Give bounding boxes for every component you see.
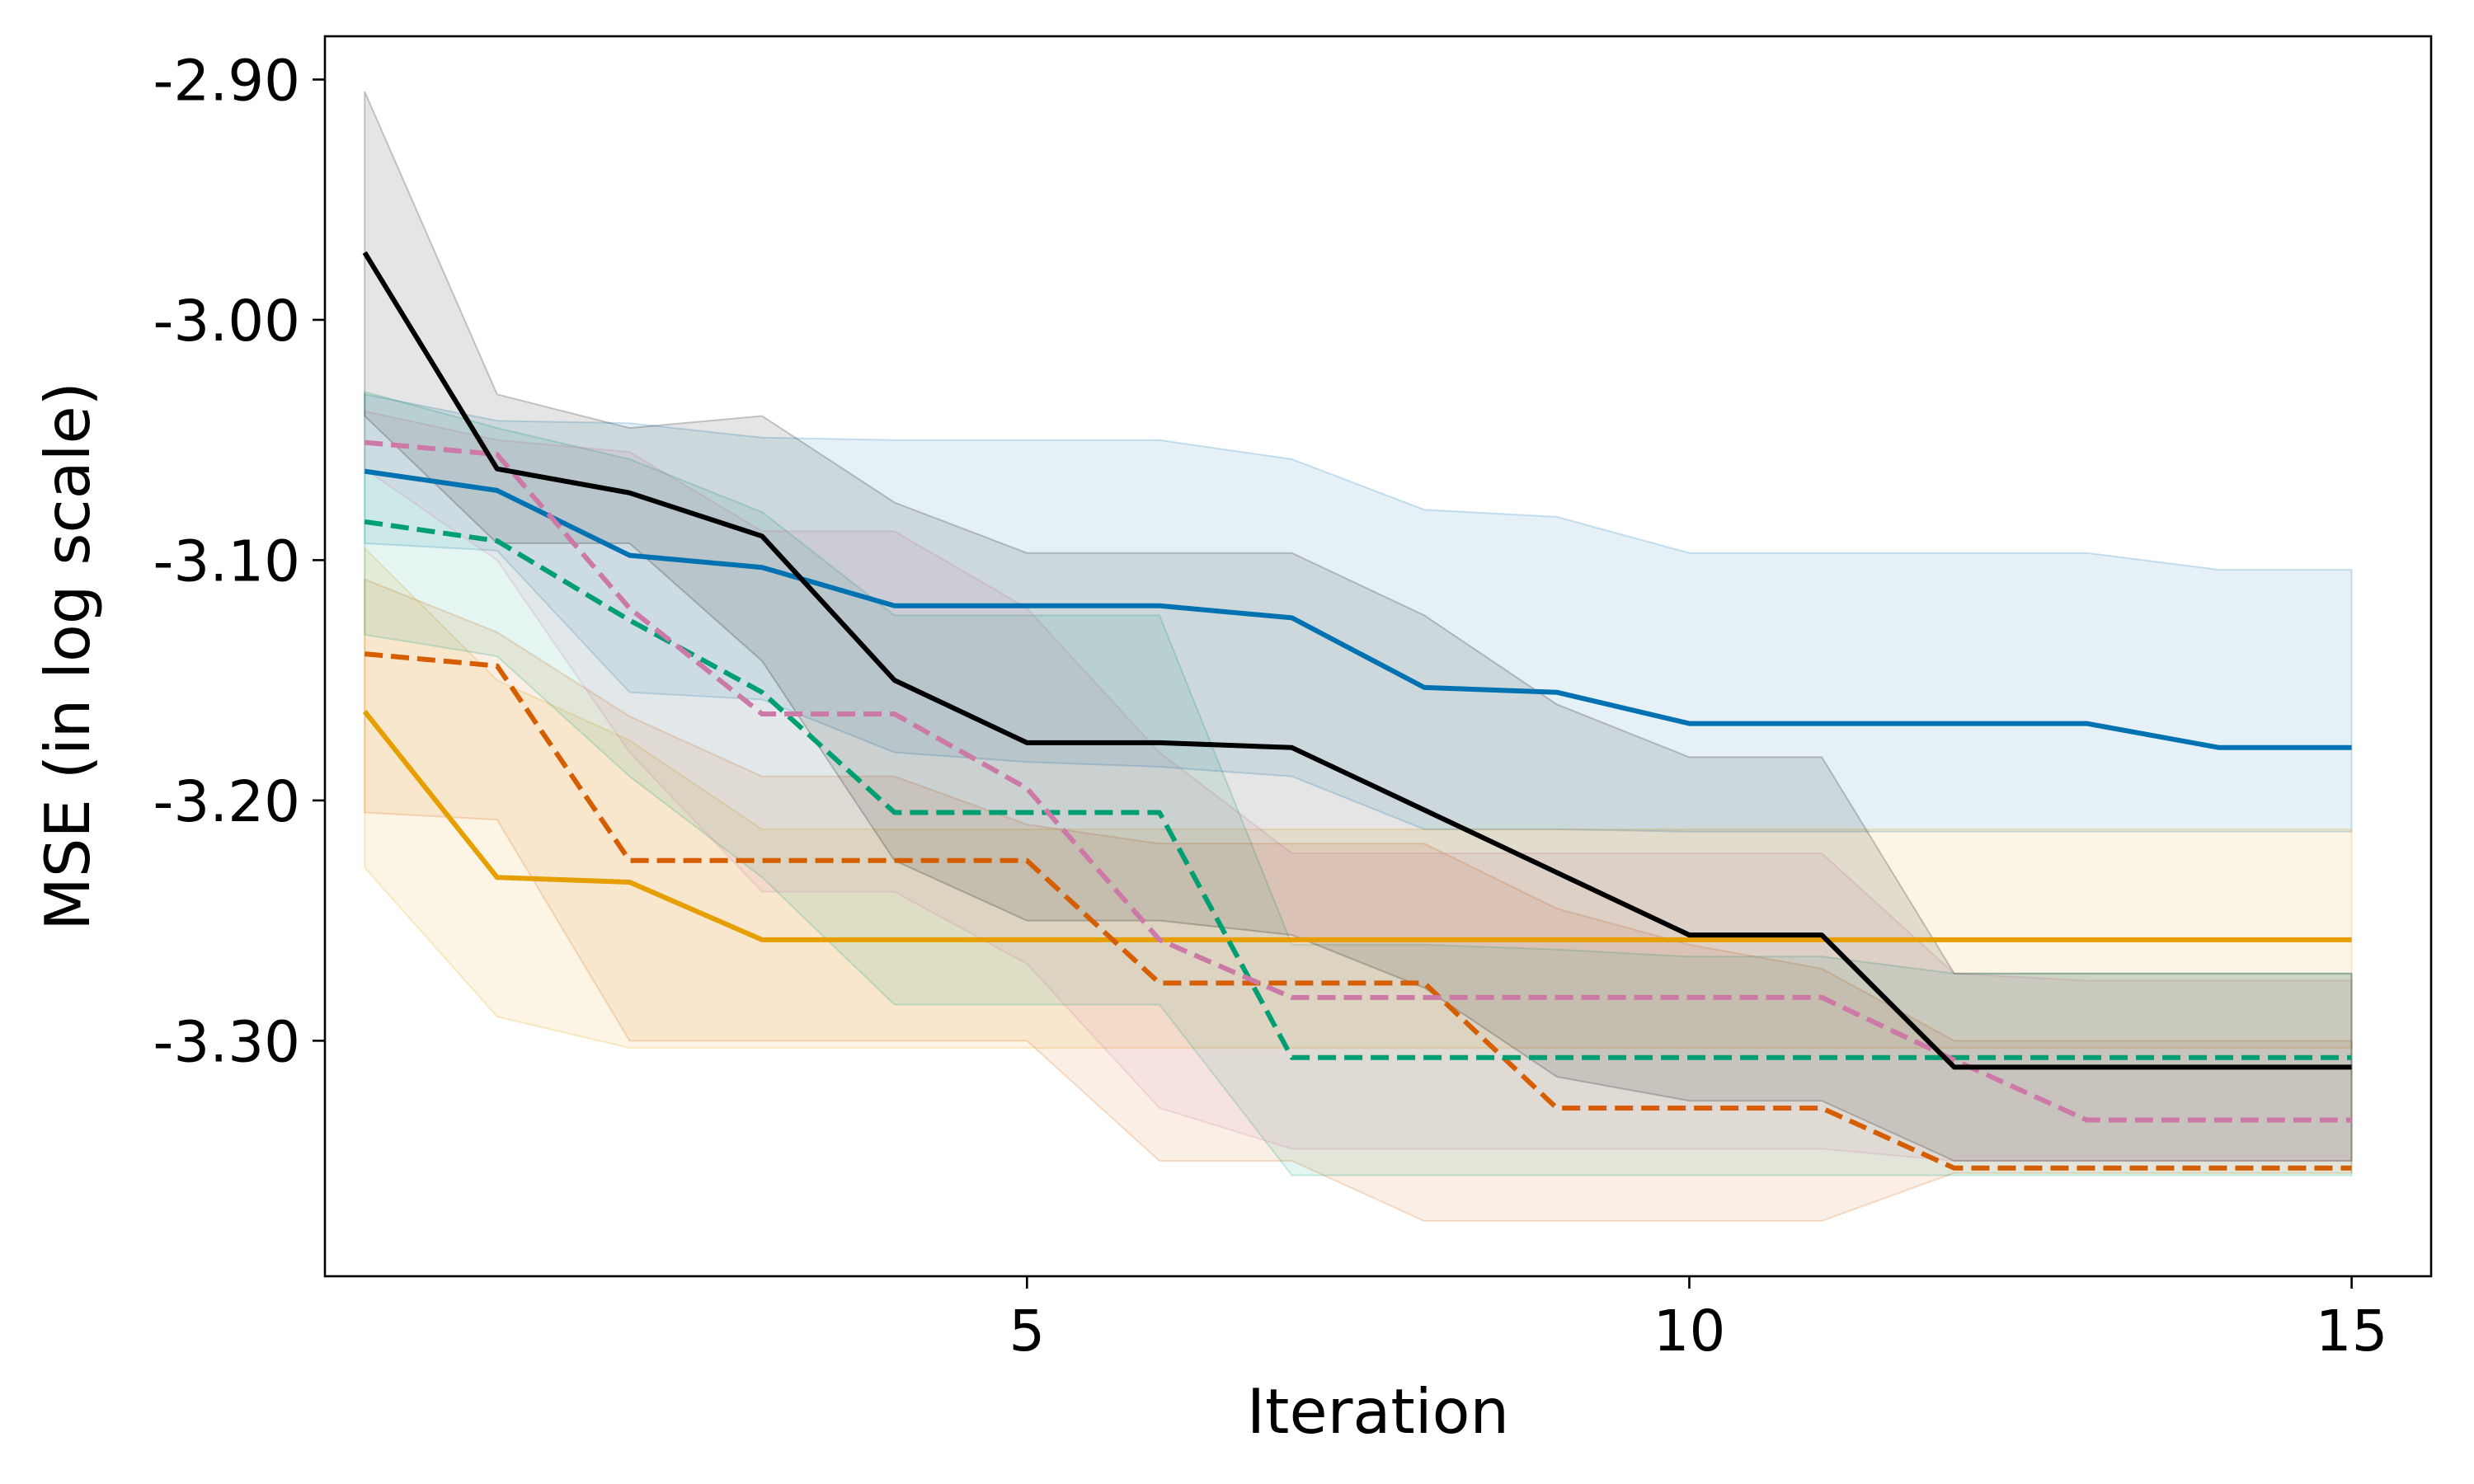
- x-tick-label: 15: [2316, 1298, 2388, 1364]
- y-tick-label: -2.90: [153, 48, 300, 114]
- y-axis: -2.90 -3.00 -3.10 -3.20 -3.30: [153, 48, 325, 1075]
- band-vermillion: [364, 578, 2353, 1222]
- y-tick-label: -3.20: [153, 769, 300, 835]
- series-lines: [362, 251, 2352, 1171]
- series-line-blue: [364, 468, 2352, 750]
- band-green: [364, 391, 2353, 1176]
- band-orange: [364, 546, 2353, 1050]
- series-line-vermillion: [364, 651, 2352, 1171]
- band-black: [364, 91, 2353, 1162]
- y-axis-title: MSE (in log scale): [31, 382, 104, 931]
- y-tick-label: -3.00: [153, 289, 300, 355]
- x-tick-label: 10: [1653, 1298, 1726, 1364]
- x-axis: 5 10 15: [1009, 1276, 2388, 1364]
- plot-frame: [323, 35, 2433, 1278]
- series-line-pink: [364, 439, 2352, 1123]
- y-tick-label: -3.30: [153, 1009, 300, 1075]
- series-line-orange: [362, 710, 2352, 942]
- x-tick-label: 5: [1009, 1298, 1045, 1364]
- x-axis-title: Iteration: [1247, 1375, 1509, 1448]
- series-line-black: [362, 251, 2352, 1070]
- series-line-green: [364, 519, 2352, 1060]
- y-tick-label: -3.10: [153, 528, 300, 594]
